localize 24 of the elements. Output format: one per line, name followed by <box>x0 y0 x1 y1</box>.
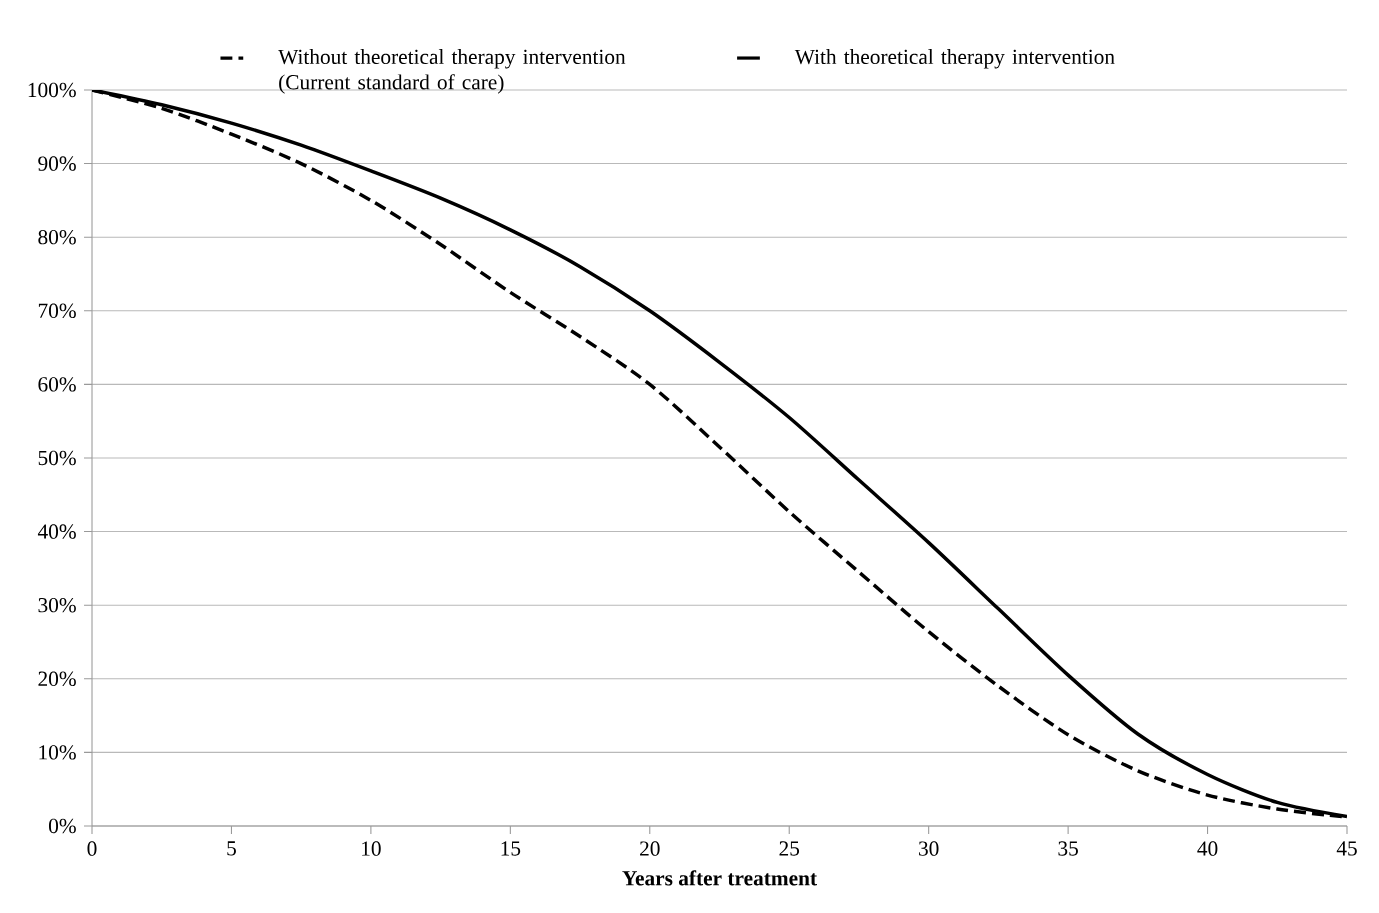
y-tick-label: 60% <box>38 377 76 392</box>
x-tick-label: 0 <box>87 841 97 856</box>
x-tick-label: 15 <box>501 841 521 856</box>
x-tick-label: 35 <box>1058 841 1078 856</box>
x-tick-label: 5 <box>227 841 236 856</box>
legend-label: With theoretical therapy intervention <box>794 49 1115 69</box>
x-tick-label: 45 <box>1336 841 1357 856</box>
x-tick-label: 40 <box>1197 841 1218 856</box>
y-tick-label: 40% <box>37 524 76 539</box>
x-tick-label: 30 <box>919 841 939 856</box>
y-tick-label: 20% <box>38 671 76 687</box>
y-tick-label: 30% <box>38 597 76 613</box>
y-tick-label: 100% <box>28 82 76 98</box>
x-tick-label: 10 <box>362 841 381 856</box>
x-axis-title: Years after treatment <box>622 870 817 886</box>
y-tick-label: 70% <box>38 303 76 319</box>
y-tick-label: 50% <box>38 450 76 466</box>
legend-label: Without theoretical therapy intervention (Current standard of care) <box>278 49 626 94</box>
y-tick-label: 90% <box>38 156 76 171</box>
x-tick-label: 25 <box>779 841 800 856</box>
y-tick-label: 80% <box>38 229 76 245</box>
y-tick-label: 10% <box>39 745 76 760</box>
y-tick-label: 0% <box>49 818 76 834</box>
x-tick-label: 20 <box>640 841 660 856</box>
